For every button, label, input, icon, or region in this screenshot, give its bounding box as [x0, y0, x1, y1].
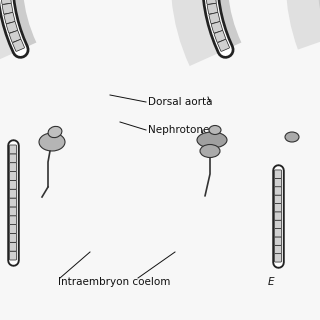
- FancyBboxPatch shape: [10, 180, 17, 189]
- FancyBboxPatch shape: [206, 0, 216, 4]
- Ellipse shape: [209, 125, 221, 134]
- FancyBboxPatch shape: [10, 225, 17, 234]
- FancyBboxPatch shape: [12, 39, 24, 51]
- FancyBboxPatch shape: [9, 31, 21, 42]
- FancyBboxPatch shape: [275, 178, 282, 187]
- FancyBboxPatch shape: [10, 172, 17, 180]
- Text: Intraembryon coelom: Intraembryon coelom: [58, 277, 170, 287]
- Ellipse shape: [39, 133, 65, 151]
- FancyBboxPatch shape: [275, 212, 282, 220]
- FancyBboxPatch shape: [275, 170, 282, 179]
- FancyBboxPatch shape: [10, 163, 17, 172]
- FancyBboxPatch shape: [211, 22, 223, 33]
- FancyBboxPatch shape: [218, 39, 229, 51]
- Ellipse shape: [285, 132, 299, 142]
- FancyBboxPatch shape: [207, 3, 218, 14]
- FancyBboxPatch shape: [10, 198, 17, 207]
- FancyBboxPatch shape: [10, 207, 17, 216]
- FancyBboxPatch shape: [2, 3, 13, 14]
- FancyBboxPatch shape: [1, 0, 11, 4]
- FancyBboxPatch shape: [10, 145, 17, 154]
- FancyBboxPatch shape: [275, 187, 282, 195]
- FancyBboxPatch shape: [10, 189, 17, 198]
- FancyBboxPatch shape: [10, 234, 17, 242]
- Text: Dorsal aorta: Dorsal aorta: [148, 97, 212, 107]
- FancyBboxPatch shape: [214, 31, 226, 42]
- FancyBboxPatch shape: [275, 228, 282, 237]
- FancyBboxPatch shape: [275, 204, 282, 212]
- FancyBboxPatch shape: [275, 245, 282, 254]
- Ellipse shape: [200, 145, 220, 157]
- FancyBboxPatch shape: [10, 242, 17, 251]
- FancyBboxPatch shape: [10, 154, 17, 163]
- FancyBboxPatch shape: [275, 220, 282, 228]
- FancyBboxPatch shape: [209, 12, 220, 24]
- FancyBboxPatch shape: [275, 237, 282, 245]
- FancyBboxPatch shape: [6, 22, 18, 33]
- Ellipse shape: [197, 132, 227, 148]
- Ellipse shape: [48, 126, 62, 138]
- FancyBboxPatch shape: [10, 251, 17, 260]
- FancyBboxPatch shape: [4, 12, 15, 24]
- Text: E: E: [268, 277, 275, 287]
- Text: Nephrotone: Nephrotone: [148, 125, 209, 135]
- FancyBboxPatch shape: [275, 253, 282, 262]
- FancyBboxPatch shape: [275, 195, 282, 204]
- FancyBboxPatch shape: [10, 216, 17, 225]
